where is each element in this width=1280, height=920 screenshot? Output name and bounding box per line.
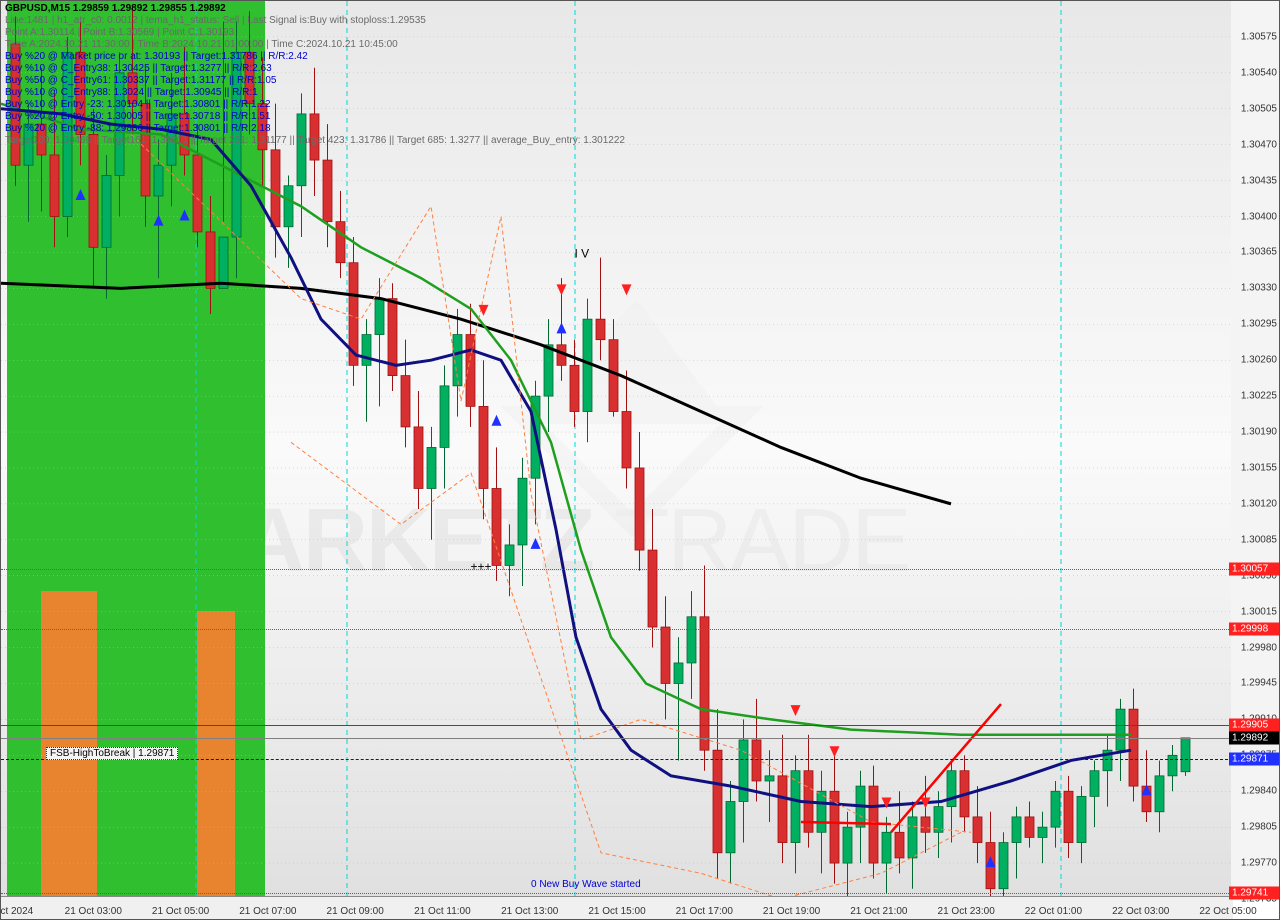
x-axis: 21 Oct 2024 21 Oct 03:00 21 Oct 05:00 21 Oc… <box>1 896 1233 919</box>
hline <box>1 629 1233 630</box>
watermark: MARKETZ TRADE <box>167 290 1067 610</box>
plot-area[interactable]: MARKETZ TRADE I V +++ GBPUSD,M15 1.29859 … <box>1 1 1234 899</box>
price-label: 1.29871 <box>1229 753 1279 766</box>
x-tick: 21 Oct 23:00 <box>938 906 995 917</box>
annotation-buy-wave: 0 New Buy Wave started <box>531 879 641 890</box>
svg-text:+++: +++ <box>471 560 492 574</box>
x-tick: 21 Oct 15:00 <box>588 906 645 917</box>
x-tick: 21 Oct 17:00 <box>676 906 733 917</box>
x-tick: 21 Oct 21:00 <box>850 906 907 917</box>
x-tick: 21 Oct 03:00 <box>65 906 122 917</box>
header-line: Buy %50 @ C_Entry61: 1.30337 || Target:1… <box>5 75 276 86</box>
header-line: Buy %20 @ Entry -50: 1.30005 || Target:1… <box>5 111 271 122</box>
watermark-text1: ARKETZ <box>240 491 593 591</box>
bg-band <box>197 611 235 899</box>
x-tick: 21 Oct 11:00 <box>414 906 471 917</box>
x-tick: 21 Oct 19:00 <box>763 906 820 917</box>
hline <box>1 725 1233 726</box>
header-line: Buy %20 @ Market price or at: 1.30193 ||… <box>5 51 308 62</box>
x-tick: 21 Oct 05:00 <box>152 906 209 917</box>
x-tick: 21 Oct 13:00 <box>501 906 558 917</box>
header-line: Point A:1.30114 | Point B:1.30569 | Poin… <box>5 27 234 38</box>
svg-text:I V: I V <box>575 247 590 261</box>
price-label: 1.30057 <box>1229 562 1279 575</box>
x-tick: 21 Oct 09:00 <box>327 906 384 917</box>
header-line: Line:1481 | h1_atr_c0: 0.0012 | tema_h1_… <box>5 15 426 26</box>
hline <box>1 569 1233 570</box>
hline <box>1 738 1233 739</box>
header-line: Time A:2024.10.21 11:30:00 | Time B:2024… <box>5 39 398 50</box>
bg-band <box>41 591 97 899</box>
x-tick: 21 Oct 07:00 <box>239 906 296 917</box>
price-label: 1.29905 <box>1229 718 1279 731</box>
chart-root[interactable]: MARKETZ TRADE I V +++ GBPUSD,M15 1.29859 … <box>0 0 1280 920</box>
hline <box>1 759 1233 760</box>
x-tick: 22 Oct 01:00 <box>1025 906 1082 917</box>
price-labels: 1.30057 1.29998 1.299051.29892 1.29871 1.297… <box>1231 1 1279 899</box>
hline <box>1 893 1233 894</box>
price-label: 1.29741 <box>1229 886 1279 899</box>
price-label: 1.29998 <box>1229 623 1279 636</box>
price-label: 1.29892 <box>1229 731 1279 744</box>
x-tick: 22 Oct 03:00 <box>1112 906 1169 917</box>
header-line: Buy %10 @ C_Entry88: 1.3024 || Target:1.… <box>5 87 258 98</box>
x-tick: 22 Oct 05:00 <box>1199 906 1256 917</box>
watermark-text2: TRADE <box>593 491 909 591</box>
header-line: GBPUSD,M15 1.29859 1.29892 1.29855 1.298… <box>5 3 226 14</box>
x-tick: 21 Oct 2024 <box>0 906 33 917</box>
fsb-label: FSB-HighToBreak | 1.29871 <box>46 747 178 760</box>
header-line: Buy %10 @ C_Entry38: 1.30425 || Target:1… <box>5 63 272 74</box>
header-line: Buy %20 @ Entry -88: 1.29886 || Target:1… <box>5 123 271 134</box>
header-line: Target100: 1.30469 || Target161: 1.30801… <box>5 135 625 146</box>
header-line: Buy %10 @ Entry -23: 1.30104 || Target:1… <box>5 99 271 110</box>
